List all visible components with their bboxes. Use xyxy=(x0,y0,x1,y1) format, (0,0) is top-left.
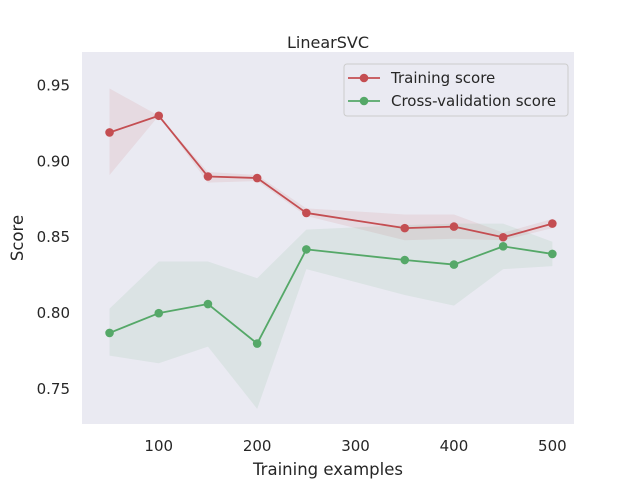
legend: Training score Cross-validation score xyxy=(343,63,569,117)
y-tick-labels: 0.75 0.80 0.85 0.90 0.95 xyxy=(37,76,70,398)
point-training-100 xyxy=(154,111,164,121)
x-axis-label: Training examples xyxy=(252,460,403,479)
point-training-200 xyxy=(252,173,262,183)
point-cross-validation-400 xyxy=(449,260,459,269)
point-cross-validation-350 xyxy=(400,255,410,265)
series-points xyxy=(105,111,557,348)
y-tick-label: 0.75 xyxy=(37,380,70,398)
point-training-500 xyxy=(548,219,557,228)
x-tick-labels: 100 200 300 400 500 xyxy=(144,437,566,455)
y-axis-label: Score xyxy=(8,215,27,261)
legend-label-cross-validation: Cross-validation score xyxy=(391,92,556,110)
legend-marker-training xyxy=(359,73,369,83)
point-cross-validation-150 xyxy=(203,299,213,309)
point-cross-validation-250 xyxy=(302,245,311,254)
point-training-450 xyxy=(498,232,508,242)
point-cross-validation-200 xyxy=(252,339,262,348)
legend-marker-cross-validation xyxy=(359,96,369,106)
point-training-50 xyxy=(105,128,114,137)
point-cross-validation-450 xyxy=(498,242,508,251)
point-training-400 xyxy=(449,222,459,231)
x-tick-label: 500 xyxy=(538,437,567,455)
y-tick-label: 0.95 xyxy=(37,76,70,94)
point-training-350 xyxy=(400,223,410,233)
point-cross-validation-50 xyxy=(105,328,114,338)
point-training-250 xyxy=(302,208,311,218)
legend-box xyxy=(343,63,569,117)
band-cross-validation xyxy=(109,223,553,409)
point-cross-validation-100 xyxy=(154,308,164,318)
x-tick-label: 100 xyxy=(144,437,173,455)
point-cross-validation-500 xyxy=(548,249,557,259)
y-tick-label: 0.85 xyxy=(37,228,70,246)
point-training-150 xyxy=(203,172,213,181)
x-tick-label: 300 xyxy=(341,437,370,455)
x-tick-label: 400 xyxy=(440,437,469,455)
chart-title: LinearSVC xyxy=(287,33,369,52)
x-tick-label: 200 xyxy=(243,437,272,455)
y-tick-label: 0.80 xyxy=(37,304,70,322)
legend-label-training: Training score xyxy=(390,69,495,87)
y-tick-label: 0.90 xyxy=(37,152,70,170)
